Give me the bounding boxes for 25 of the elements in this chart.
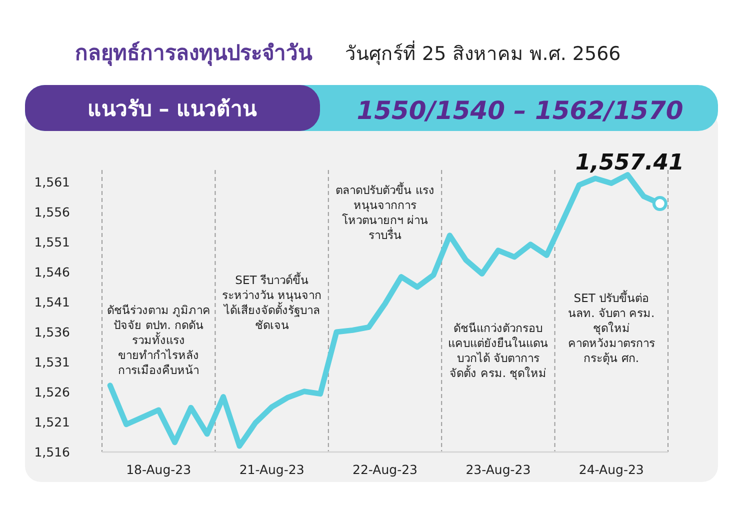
annotation: SET ปรับขึ้นต่อ นลท. จับตา ครม. ชุดใหม่ คาดหวังมาตรการ กระตุ้น ศก. xyxy=(568,290,655,365)
y-tick-label: 1,551 xyxy=(34,234,70,250)
x-tick-label: 23-Aug-23 xyxy=(466,462,531,477)
y-tick-label: 1,536 xyxy=(34,324,70,340)
y-tick-label: 1,521 xyxy=(34,414,70,430)
x-tick-label: 24-Aug-23 xyxy=(578,462,644,477)
data-label: 1,557.41 xyxy=(575,150,684,176)
y-tick-label: 1,541 xyxy=(34,294,70,310)
y-tick-label: 1,556 xyxy=(34,204,70,220)
y-tick-label: 1,531 xyxy=(34,354,70,370)
annotation: ดัชนีแกว่งตัวกรอบ แคบแต่ยังยืนในแดน บวกได้ จับตาการ จัดตั้ง ครม. ชุดใหม่ xyxy=(448,321,548,380)
chart-title: กลยุทธ์การลงทุนประจำวัน xyxy=(75,41,313,67)
y-tick-label: 1,516 xyxy=(34,444,70,460)
x-tick-label: 22-Aug-23 xyxy=(352,462,418,477)
annotation: ดัชนีร่วงตาม ภูมิภาค ปัจจัย ตปท. กดดัน รวมทั้งแรง ขายทำกำไรหลัง การเมืองคืบหน้า xyxy=(106,303,210,377)
annotation: SET รีบาวด์ขึ้น ระหว่างวัน หนุนจาก ได้เสียงจัดตั้งรัฐบาล ชัดเจน xyxy=(222,272,322,332)
text: 1550/1540 – 1562/1570 xyxy=(356,96,684,125)
x-tick-label: 18-Aug-23 xyxy=(126,462,192,477)
y-tick-label: 1,526 xyxy=(34,384,70,400)
y-tick-label: 1,546 xyxy=(34,264,70,280)
x-tick-label: 21-Aug-23 xyxy=(239,462,304,477)
y-tick-label: 1,561 xyxy=(34,174,70,190)
chart-subtitle: วันศุกร์ที่ 25 สิงหาคม พ.ศ. 2566 xyxy=(345,40,621,66)
annotation: ตลาดปรับตัวขึ้น แรง หนุนจากการ โหวตนายกฯ ผ่าน ราบรื่น xyxy=(336,182,434,242)
text: แนวรับ – แนวต้าน xyxy=(87,97,258,121)
